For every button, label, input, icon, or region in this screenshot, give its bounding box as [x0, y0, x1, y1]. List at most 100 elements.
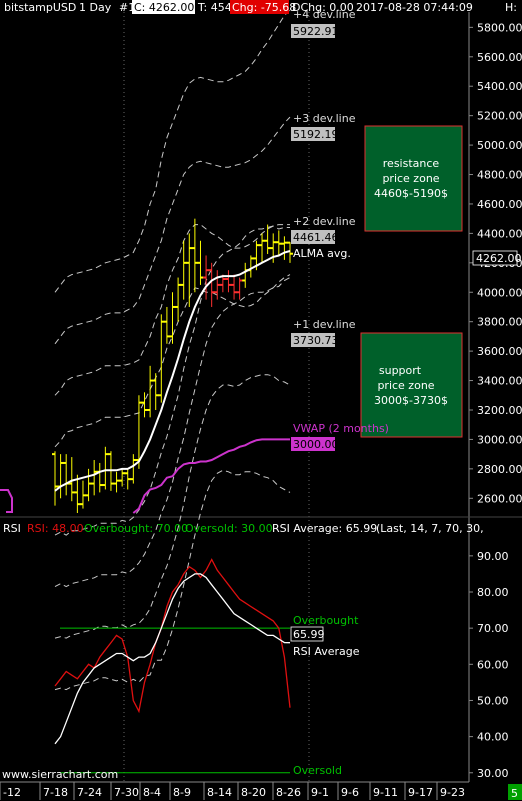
price-tag-box [472, 250, 518, 266]
rsi-tick-label-4: 70.00 [477, 622, 509, 635]
watermark: www.sierrachart.com [2, 768, 118, 781]
candle-8-16 [219, 274, 226, 293]
candle-8-1 [135, 395, 142, 469]
price-tick-label-12: 5000.00 [477, 139, 522, 152]
candle-7-23 [85, 468, 92, 502]
candle-8-11 [191, 218, 198, 293]
dev1-value: 3730.73 [293, 334, 339, 347]
rsi-header: RSI RSI: 48.00 Overbought: 70.00 Oversol… [3, 522, 484, 535]
price-tick-label-1: 2800.00 [477, 463, 522, 476]
date-tick-label-13: 9-23 [440, 786, 465, 799]
date-tick-label-8: 8-26 [276, 786, 301, 799]
rsi-tick-label-1: 40.00 [477, 731, 509, 744]
price-tag: 4262.00 [476, 252, 522, 265]
price-tick-label-3: 3200.00 [477, 404, 522, 417]
candle-8-9 [180, 240, 187, 300]
dev3-value: 5192.19 [293, 128, 339, 141]
bottom-badge-box [508, 784, 522, 800]
candle-8-23 [259, 233, 266, 263]
dev-line-lower-dev-plus2 [54, 277, 291, 588]
price-tick-label-0: 2600.00 [477, 492, 522, 505]
candle-7-24 [91, 460, 98, 496]
candle-8-26 [275, 230, 282, 256]
header-chg-box [230, 0, 289, 14]
alma-polyline [54, 250, 291, 492]
date-tick-label-2: 7-24 [77, 786, 102, 799]
rsi-average-polyline [54, 573, 291, 745]
bottom-badge: 5 [511, 787, 518, 800]
candle-8-3 [147, 365, 154, 418]
dev4-value-box [291, 24, 335, 38]
price-tick-label-6: 3800.00 [477, 316, 522, 329]
candle-8-7 [169, 292, 176, 344]
candle-8-18 [231, 274, 238, 300]
vwap-label: VWAP (2 months) [293, 422, 389, 435]
date-axis-bar [0, 782, 522, 801]
date-tick-label-12: 9-17 [408, 786, 433, 799]
resistance-line-2: price zone [382, 172, 439, 185]
candle-8-2 [141, 392, 148, 418]
dev-line-lower-dev-plus1 [54, 225, 290, 536]
price-tick-label-16: 5800.00 [477, 21, 522, 34]
resistance-line-1: resistance [383, 157, 440, 170]
rsi-axis: 30.00 40.00 50.00 60.00 70.00 80.00 90.00 [469, 550, 509, 780]
alma-label: ALMA avg. [293, 247, 351, 260]
candle-7-26 [102, 446, 109, 490]
rsi-header-average: RSI Average: 65.99 [272, 522, 377, 535]
rsi-tick-label-6: 90.00 [477, 550, 509, 563]
candle-7-30 [124, 468, 131, 490]
date-tick-label-7: 8-20 [241, 786, 266, 799]
dev-line-dev-plus1 [54, 274, 291, 448]
date-axis: -12 7-18 7-24 7-30 8-4 8-9 8-14 8-20 8-26 9-1 9-6 9… [0, 782, 465, 800]
rsi-tick-label-5: 80.00 [477, 586, 509, 599]
candle-7-28 [113, 471, 120, 493]
date-tick-label-10: 9-6 [341, 786, 359, 799]
header-trades: T: 4543 [197, 1, 239, 14]
candle-8-13 [203, 255, 210, 300]
dev-line-dev-plus2 [54, 224, 290, 396]
support-line-1: support [379, 364, 422, 377]
header-interval: 1 Day [79, 1, 112, 14]
rsi-tick-label-2: 50.00 [477, 694, 509, 707]
rsi-header-rsi: RSI: 48.00 [27, 522, 84, 535]
candle-8-19 [236, 277, 243, 300]
dev2-value-box [291, 230, 335, 244]
dev1-label: +1 dev.line [293, 318, 356, 331]
candle-8-5 [158, 314, 165, 403]
candle-8-27 [281, 236, 288, 260]
dev-line-lower-dev-plus4 [54, 469, 291, 691]
header-chg: Chg: -75.68 [232, 1, 296, 14]
date-tick-label-9: 9-1 [311, 786, 329, 799]
rsi-tick-label-0: 30.00 [477, 767, 509, 780]
price-tick-label-11: 4800.00 [477, 169, 522, 182]
header-bar: bitstampUSD 1 Day #1 C: 4262.00 T: 4543 … [4, 0, 517, 14]
header-close: C: 4262.00 [134, 1, 194, 14]
price-tick-label-4: 3400.00 [477, 375, 522, 388]
date-tick-label-11: 9-11 [373, 786, 398, 799]
resistance-line-3: 4460$-5190$ [374, 187, 448, 200]
candle-8-6 [163, 306, 170, 344]
candle-8-28 [287, 241, 293, 263]
vwap-line [132, 438, 290, 514]
date-tick-label-3: 7-30 [114, 786, 139, 799]
candle-7-22 [79, 480, 86, 509]
candle-8-24 [264, 224, 271, 254]
price-tick-label-5: 3600.00 [477, 345, 522, 358]
overbought-label: Overbought [293, 614, 359, 627]
header-close-box [132, 0, 195, 14]
price-tick-label-13: 5200.00 [477, 110, 522, 123]
dev1-value-box [291, 333, 335, 347]
rsi-average-label: RSI Average [293, 645, 360, 658]
rsi-header-overbought: Overbought: 70.00 [84, 522, 188, 535]
resistance-zone-box [364, 125, 463, 232]
rsi-header-oversold: Oversold: 30.00 [185, 522, 273, 535]
vwap-value-box [291, 437, 335, 451]
date-tick-label-1: 7-18 [43, 786, 68, 799]
candle-8-15 [214, 270, 221, 300]
price-tick-label-14: 5400.00 [477, 80, 522, 93]
candle-7-21 [74, 474, 81, 513]
candle-8-8 [175, 277, 182, 322]
candle-8-4 [152, 373, 159, 410]
candle-7-20 [68, 457, 75, 502]
